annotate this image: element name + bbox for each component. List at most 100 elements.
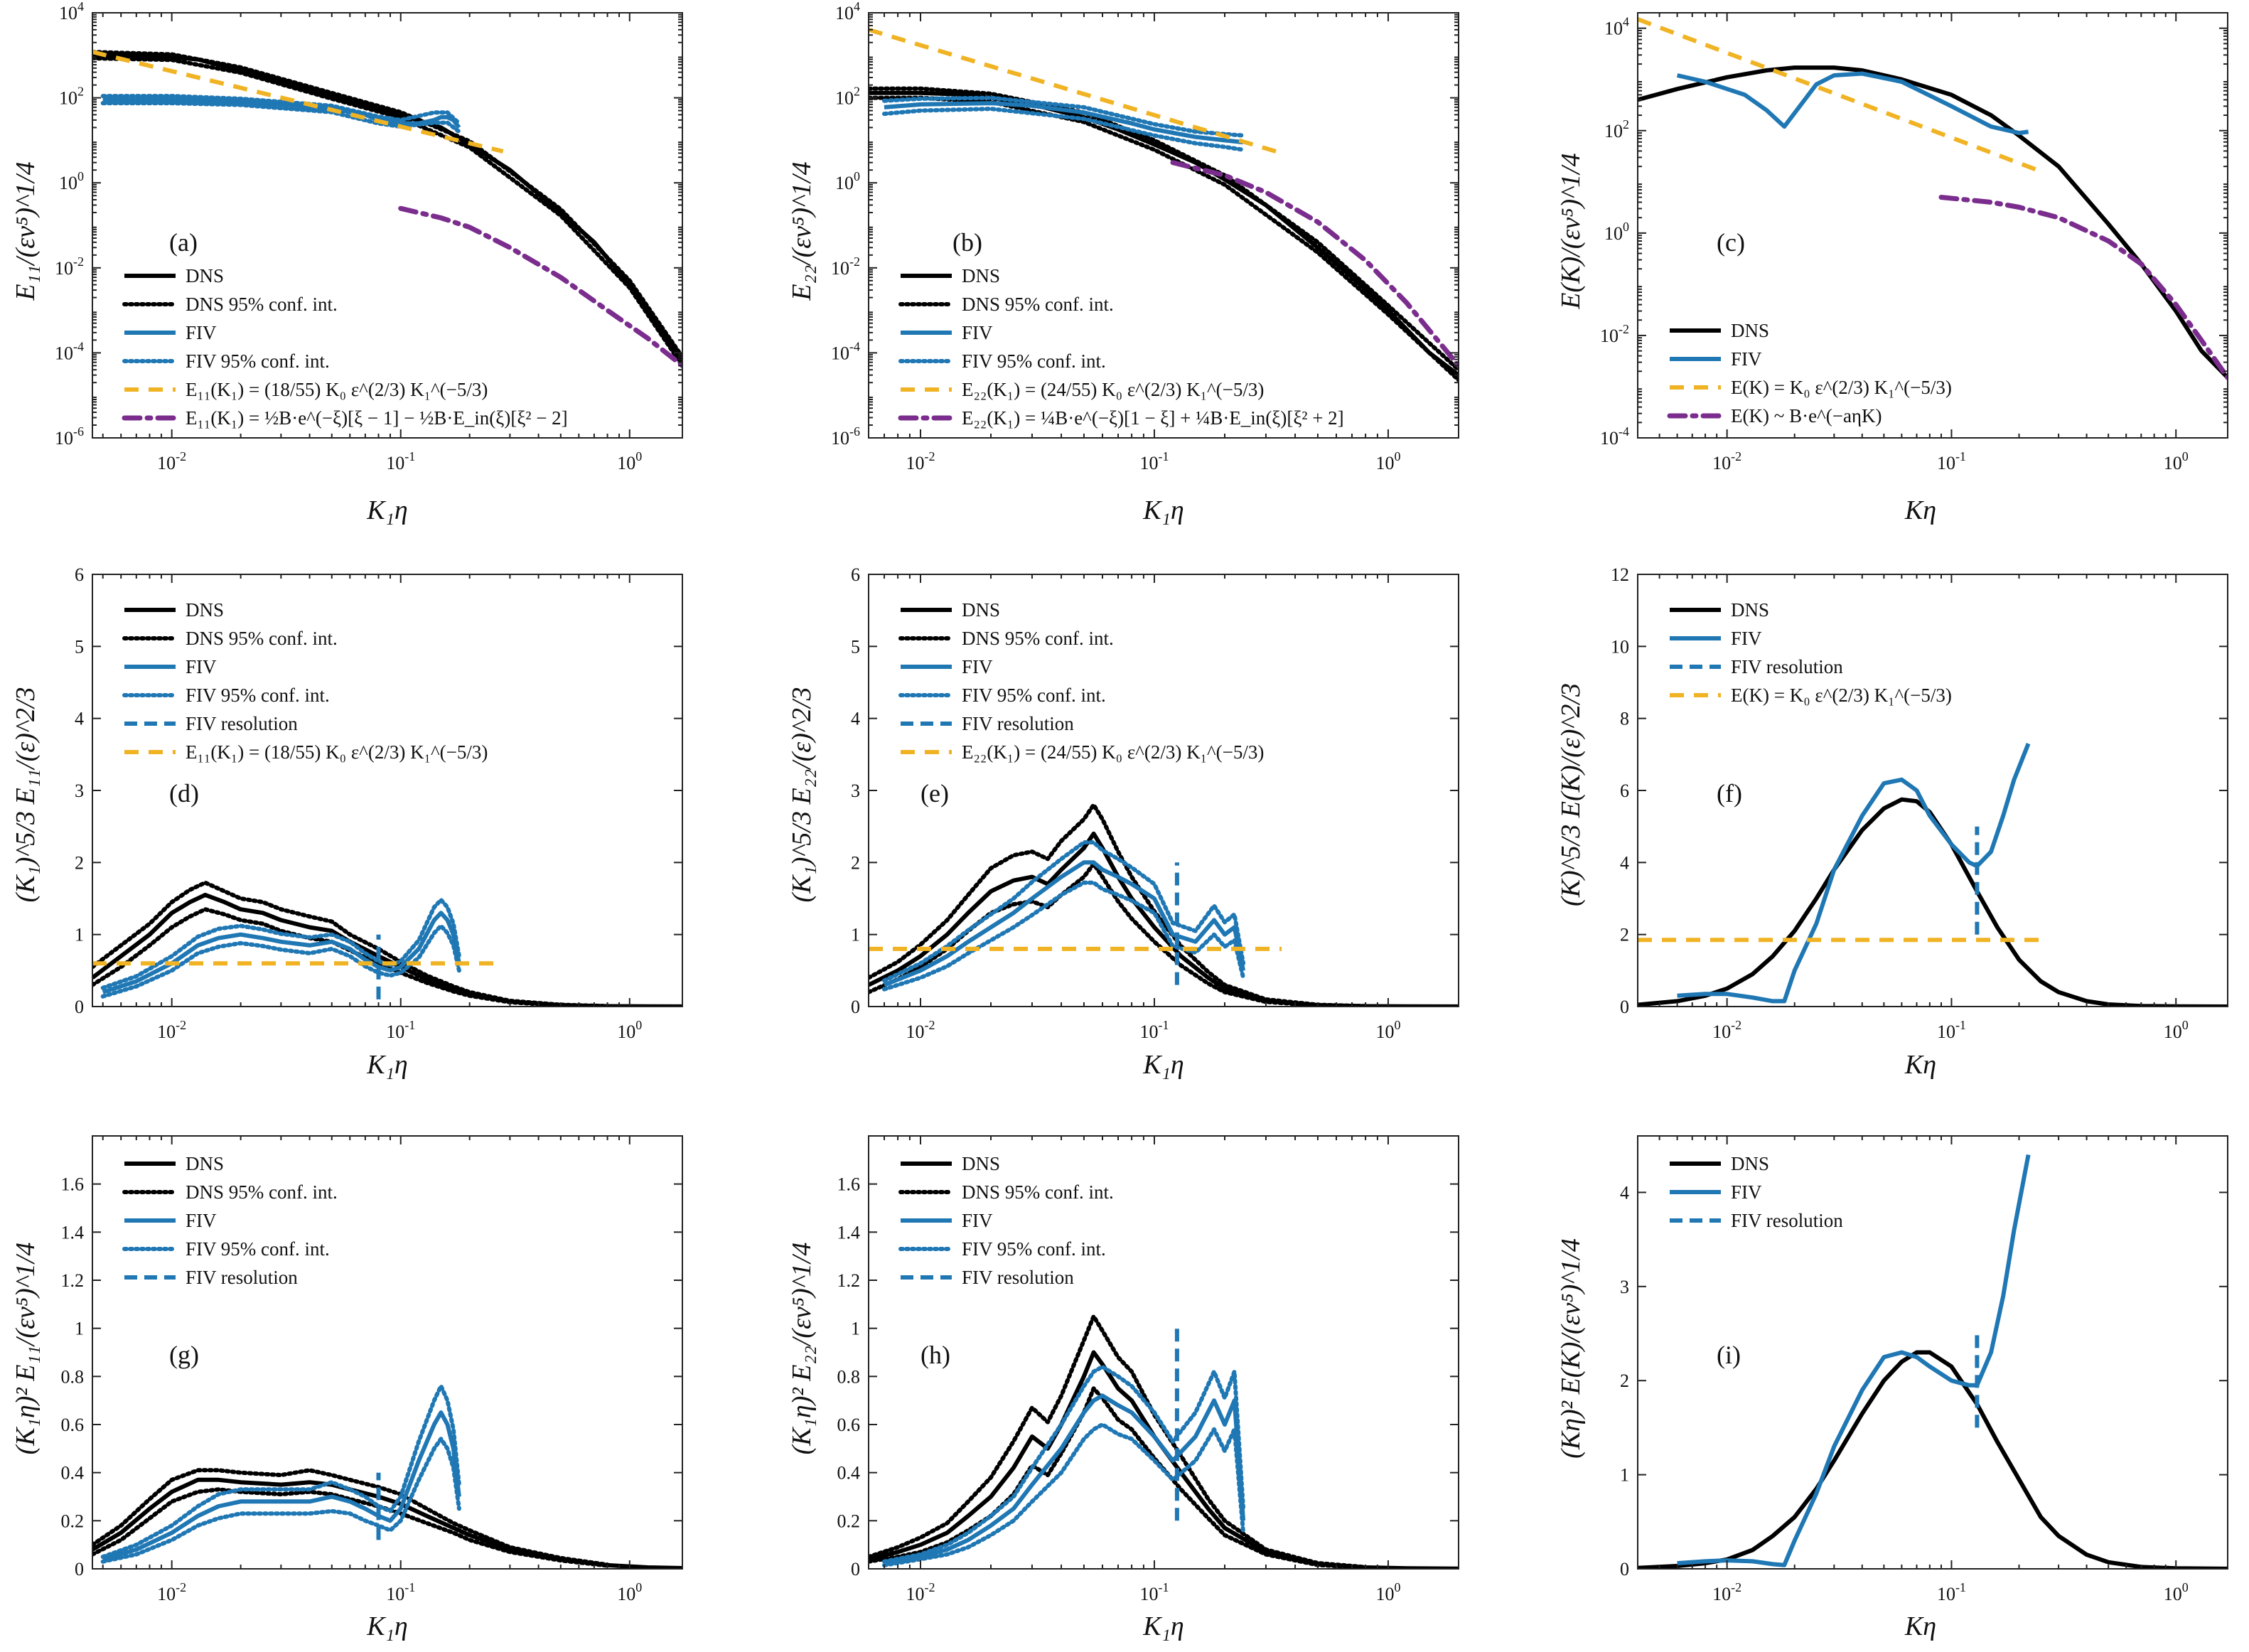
y-tick-label: 104 <box>835 0 860 23</box>
series-dns-dot-line <box>92 880 610 1007</box>
legend-label: DNS 95% conf. int. <box>962 1181 1114 1203</box>
x-tick-label: 10-2 <box>1712 1018 1741 1042</box>
legend-label: E₁₁(K₁) = (18/55) K₀ ε^(2/3) K₁^(−5/3) <box>186 741 488 763</box>
panel-f-xlabel: Kη <box>1904 1050 1936 1080</box>
legend-label: FIV <box>1731 1181 1762 1203</box>
legend-label: FIV <box>1731 348 1762 370</box>
x-tick-label: 100 <box>2164 1580 2189 1604</box>
panel-a-legend: DNS DNS 95% conf. int. FIV FIV 95% conf. in… <box>122 265 568 429</box>
y-tick-label: 0 <box>75 997 84 1017</box>
x-tick-label: 10-2 <box>157 1018 186 1042</box>
legend-label: FIV 95% conf. int. <box>962 1238 1106 1260</box>
y-tick-label: 0 <box>1620 1559 1629 1579</box>
panel-a-letter: (a) <box>169 228 198 257</box>
y-tick-label: 10-2 <box>831 254 860 279</box>
panel-d: (d) K₁η (K₁)^5/3 E₁₁/(ε)^2/3 10-2 10-1 100… <box>11 564 683 1080</box>
legend-label: FIV <box>962 656 993 677</box>
panel-h: (h) K₁η (K₁η)² E₂₂/(εν⁵)^1/4 10-2 10-1 100… <box>787 1135 1459 1641</box>
series-dns-dot-line <box>869 1314 1368 1569</box>
legend-label: DNS <box>962 1153 1000 1174</box>
legend-label: E(K) = K₀ ε^(2/3) K₁^(−5/3) <box>1731 685 1952 706</box>
y-tick-label: 104 <box>1604 15 1629 39</box>
x-tick-label: 100 <box>617 1580 642 1604</box>
y-tick-label: 100 <box>59 169 84 193</box>
series-dns-solid-line <box>1638 1350 2228 1569</box>
x-tick-label: 10-1 <box>1937 1580 1966 1604</box>
y-tick-label: 10-6 <box>55 424 84 449</box>
panel-e-xlabel: K₁η <box>1142 1050 1183 1080</box>
panel-a-series <box>92 50 682 368</box>
legend-label: FIV resolution <box>962 1267 1074 1288</box>
y-tick-label: 0 <box>851 997 860 1017</box>
legend-label: DNS 95% conf. int. <box>962 294 1114 315</box>
series-fiv-solid-line <box>884 1393 1246 1567</box>
x-tick-label: 100 <box>2164 1018 2189 1042</box>
legend-label: E(K) = K₀ ε^(2/3) K₁^(−5/3) <box>1731 377 1952 398</box>
y-tick-label: 5 <box>75 636 84 657</box>
panel-b-series <box>869 27 1459 382</box>
x-tick-label: 10-2 <box>906 449 935 473</box>
y-tick-label: 102 <box>1604 117 1629 141</box>
y-tick-label: 0.8 <box>837 1366 861 1387</box>
legend-label: DNS <box>962 265 1000 286</box>
y-tick-label: 6 <box>1620 781 1629 801</box>
panel-f-legend: DNS FIV FIV resolution E(K) = K₀ ε^(2/3) K₁… <box>1670 599 1952 706</box>
panel-d-legend: DNS DNS 95% conf. int. FIV FIV 95% conf. in… <box>122 599 488 763</box>
y-tick-label: 2 <box>75 852 84 873</box>
y-tick-label: 4 <box>1620 852 1629 873</box>
panel-b: (b) K₁η E₂₂/(εν⁵)^1/4 10-2 10-1 100 10-6 10-… <box>787 0 1459 525</box>
panel-d-xlabel: K₁η <box>366 1050 407 1080</box>
x-tick-label: 100 <box>2164 449 2189 473</box>
panel-c-letter: (c) <box>1717 228 1745 257</box>
y-tick-label: 3 <box>1620 1277 1629 1297</box>
legend-label: FIV resolution <box>1731 1210 1843 1231</box>
x-tick-label: 10-1 <box>1139 449 1169 473</box>
y-tick-label: 4 <box>851 709 860 729</box>
y-tick-label: 0 <box>75 1559 84 1579</box>
panel-d-ylabel: (K₁)^5/3 E₁₁/(ε)^2/3 <box>11 687 41 902</box>
panel-g-xlabel: K₁η <box>366 1611 407 1641</box>
legend-label: DNS 95% conf. int. <box>186 628 338 649</box>
legend-label: DNS <box>186 265 224 286</box>
series-fiv-dot-line <box>882 107 1246 152</box>
x-tick-label: 10-1 <box>386 1580 415 1604</box>
y-tick-label: 0 <box>851 1559 860 1579</box>
series-fiv-dot-line <box>100 1437 461 1564</box>
legend-label: E₂₂(K₁) = ¼B·e^(−ξ)[1 − ξ] + ¼B·E_in(ξ)[… <box>962 407 1344 429</box>
series-fiv-solid-line <box>102 1410 461 1562</box>
series-model2-dashdot-line <box>1938 195 2228 380</box>
series-model2-dashdot-line <box>1170 160 1459 368</box>
legend-label: DNS 95% conf. int. <box>186 294 338 315</box>
panel-i: (i) Kη (Kη)² E(K)/(εν⁵)^1/4 10-2 10-1 100 0… <box>1556 1135 2228 1641</box>
x-tick-label: 10-1 <box>386 449 415 473</box>
x-tick-label: 10-2 <box>906 1018 935 1042</box>
series-dns-solid-line <box>92 1477 682 1569</box>
legend-label: E(K) ~ B·e^(−aηK) <box>1731 405 1882 427</box>
x-tick-label: 10-1 <box>386 1018 415 1042</box>
panel-b-xlabel: K₁η <box>1142 495 1183 525</box>
series-fiv-solid-line <box>883 860 1246 987</box>
panel-h-legend: DNS DNS 95% conf. int. FIV FIV 95% conf. in… <box>898 1153 1114 1288</box>
y-tick-label: 2 <box>851 852 860 873</box>
series-dns-dot-line <box>869 1386 1368 1569</box>
y-tick-label: 10 <box>1611 636 1629 657</box>
x-tick-label: 100 <box>617 449 642 473</box>
x-tick-label: 10-1 <box>1937 449 1966 473</box>
panel-b-ylabel: E₂₂/(εν⁵)^1/4 <box>787 161 817 301</box>
legend-label: E₁₁(K₁) = (18/55) K₀ ε^(2/3) K₁^(−5/3) <box>186 379 488 400</box>
panel-c: (c) Kη E(K)/(εν⁵)^1/4 10-2 10-1 100 10-4 10-… <box>1556 12 2228 525</box>
panel-h-xlabel: K₁η <box>1142 1611 1183 1641</box>
panel-f-letter: (f) <box>1717 779 1742 808</box>
legend-label: DNS <box>962 599 1000 621</box>
series-fiv-solid-line <box>1677 1154 2031 1567</box>
panel-c-legend: DNS FIV E(K) = K₀ ε^(2/3) K₁^(−5/3) E(K) ~ … <box>1667 320 1952 427</box>
y-tick-label: 100 <box>1604 220 1629 244</box>
series-model-dash-line <box>1638 17 2046 175</box>
panel-b-legend: DNS DNS 95% conf. int. FIV FIV 95% conf. in… <box>898 265 1344 429</box>
panel-e-ylabel: (K₁)^5/3 E₂₂/(ε)^2/3 <box>787 687 817 902</box>
x-tick-label: 10-2 <box>157 1580 186 1604</box>
series-fiv-solid-line <box>884 101 1244 145</box>
y-tick-label: 8 <box>1620 709 1629 729</box>
series-dns-dot-line <box>869 86 1459 372</box>
panel-e-letter: (e) <box>920 779 949 808</box>
